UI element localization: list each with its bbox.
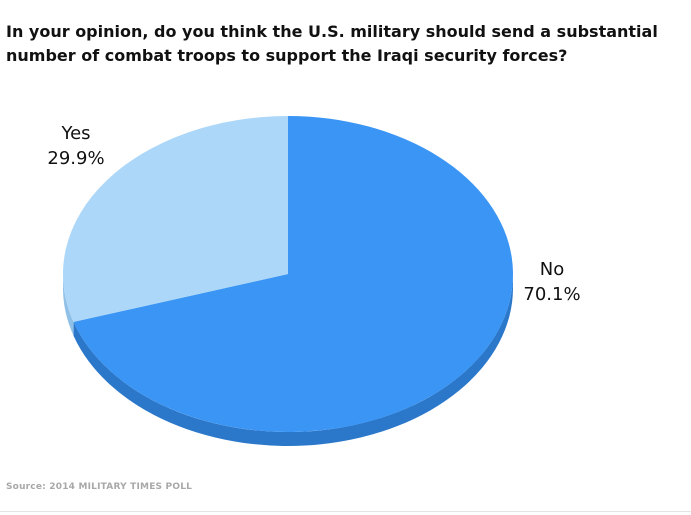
pie-slices [62,116,513,432]
slice-label-yes: Yes [60,123,90,144]
slice-value-yes: 29.9% [47,148,104,169]
pie-labels: No 70.1% Yes 29.9% [47,123,580,305]
chart-title: In your opinion, do you think the U.S. m… [6,22,658,65]
slice-value-no: 70.1% [523,284,580,305]
pie-slice-yes [62,116,289,322]
pie-side-yes [63,274,74,336]
pie-slice-no [73,116,513,432]
slice-label-no: No [540,259,564,280]
bottom-rule [0,511,691,512]
source-note: Source: 2014 MILITARY TIMES POLL [6,482,193,492]
pie-depth [63,274,513,446]
